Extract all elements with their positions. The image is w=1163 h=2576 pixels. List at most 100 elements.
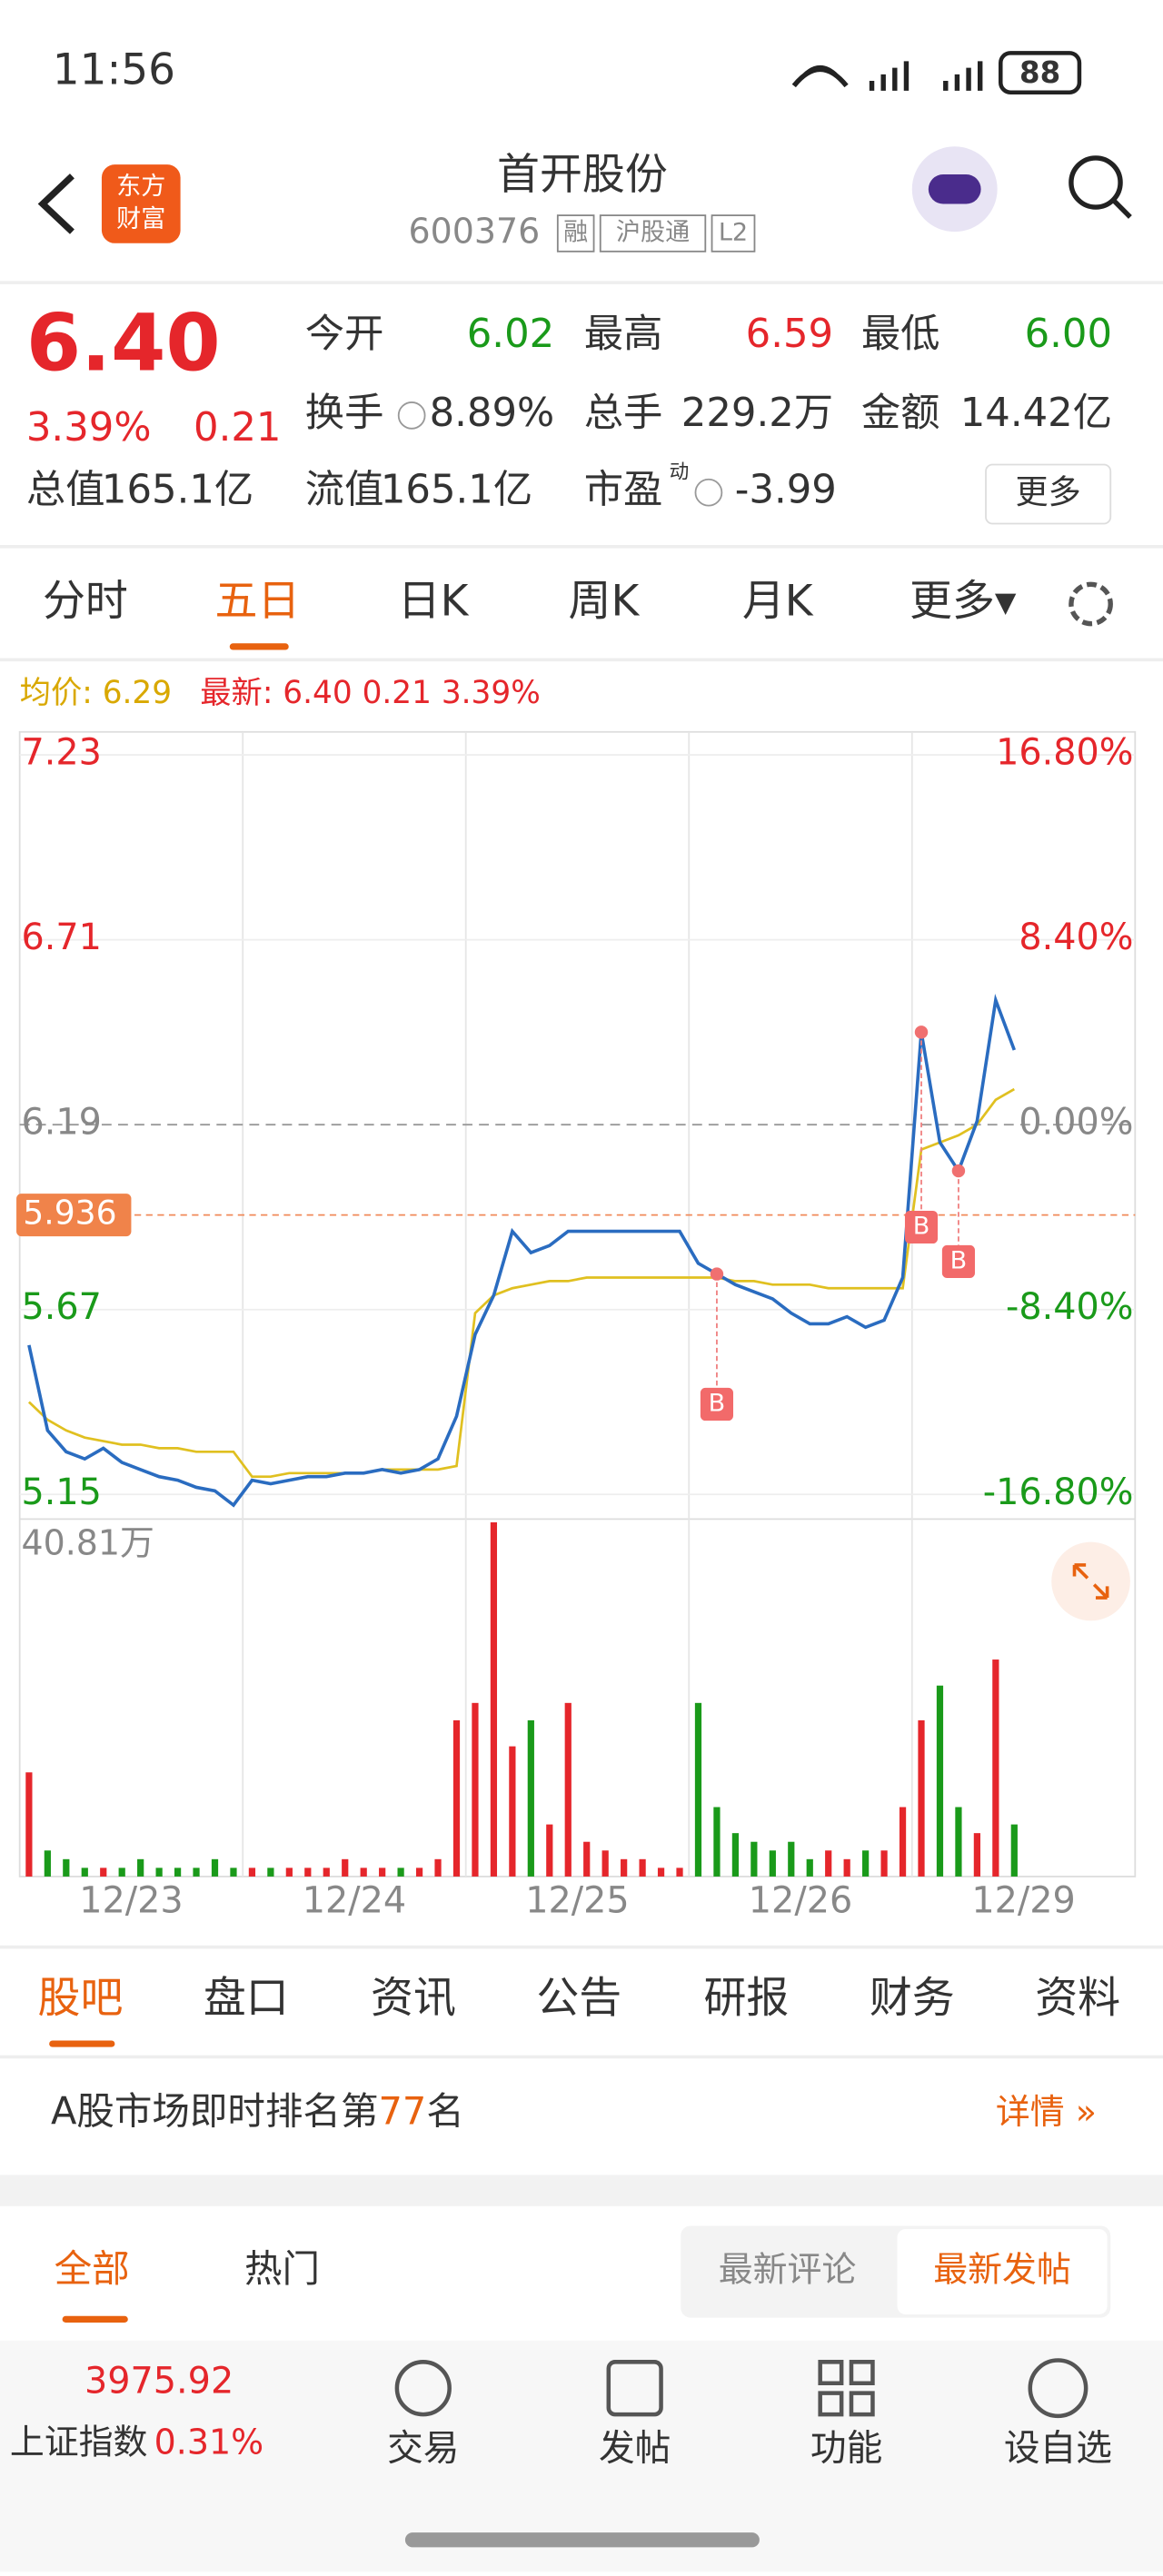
tab-underline xyxy=(229,643,289,650)
marker-badge xyxy=(700,1387,733,1422)
sort-post[interactable]: 最新发帖 xyxy=(933,2250,1071,2290)
volume-bar xyxy=(323,1868,330,1877)
x-tick-label: 12/24 xyxy=(303,1879,406,1921)
period-tab[interactable]: 周K xyxy=(569,576,641,626)
volume-bar xyxy=(806,1858,813,1877)
period-tab[interactable]: 五日 xyxy=(215,576,301,626)
marker-badge xyxy=(941,1244,975,1278)
action-label[interactable]: 交易 xyxy=(387,2427,459,2469)
rank-detail[interactable]: 详情 » xyxy=(996,2092,1097,2132)
volume-bar xyxy=(230,1868,237,1877)
content-tab[interactable]: 股吧 xyxy=(38,1974,124,2024)
more-label: 更多 xyxy=(1016,472,1081,511)
period-tab[interactable]: 更多▾ xyxy=(910,576,1017,626)
index-value[interactable]: 3975.92 xyxy=(84,2360,234,2402)
volume-bar xyxy=(992,1660,999,1877)
badge xyxy=(599,214,707,253)
rank-suffix: 名 xyxy=(426,2089,464,2134)
status-time: 11:56 xyxy=(53,45,175,95)
more-button[interactable] xyxy=(985,463,1112,525)
filter-hot[interactable]: 热门 xyxy=(244,2246,320,2291)
volume-bar xyxy=(731,1833,740,1877)
period-tab[interactable]: 日K xyxy=(398,576,470,626)
volume-bar xyxy=(825,1850,832,1877)
volume-bar xyxy=(490,1521,498,1877)
logo[interactable] xyxy=(101,164,181,243)
legend-last: 最新: 6.40 0.21 3.39% xyxy=(200,675,541,711)
volume-bar xyxy=(676,1868,683,1877)
action-label[interactable]: 设自选 xyxy=(1004,2427,1112,2469)
sort-comment[interactable]: 最新评论 xyxy=(719,2250,857,2290)
y2-tick-label: 16.80% xyxy=(996,732,1133,774)
volume-bar xyxy=(601,1850,609,1877)
volume-bar xyxy=(415,1868,423,1877)
x-tick-label: 12/26 xyxy=(749,1879,852,1921)
volume-bar xyxy=(63,1858,70,1877)
field-value: 6.02 xyxy=(467,312,554,357)
back-button[interactable] xyxy=(37,173,75,234)
volume-bar xyxy=(583,1841,591,1877)
legend-avg: 均价: 6.29 xyxy=(20,675,172,711)
volume-bar xyxy=(137,1858,144,1877)
expand-button[interactable] xyxy=(1051,1541,1130,1621)
volume-bar xyxy=(564,1702,572,1877)
divider xyxy=(0,544,1163,549)
divider xyxy=(0,281,1163,284)
content-tab[interactable]: 研报 xyxy=(704,1974,790,2024)
post-icon xyxy=(606,2360,663,2417)
volume-bar xyxy=(434,1858,442,1877)
field-label: 流值 xyxy=(305,468,384,513)
wifi-icon xyxy=(791,64,849,88)
search-button[interactable] xyxy=(1069,155,1123,210)
logo-text: 财富 xyxy=(116,205,165,233)
content-tab[interactable]: 公告 xyxy=(536,1974,621,2024)
battery xyxy=(999,51,1082,94)
action-label[interactable]: 发帖 xyxy=(599,2427,671,2469)
divider xyxy=(0,1945,1163,1949)
volume-bar xyxy=(918,1719,925,1877)
period-tab[interactable]: 月K xyxy=(742,576,814,626)
divider xyxy=(0,2055,1163,2059)
field-label: 总值 xyxy=(26,468,105,513)
volume-bar xyxy=(174,1868,182,1877)
change: 0.21 xyxy=(194,405,281,451)
volume-bar xyxy=(769,1850,776,1877)
logo-text: 东方 xyxy=(116,173,165,201)
period-tab[interactable]: 分时 xyxy=(43,576,128,626)
content-tab[interactable]: 资讯 xyxy=(371,1974,456,2024)
volume-bar xyxy=(899,1807,907,1877)
trade-icon xyxy=(394,2360,452,2417)
volume-bar xyxy=(639,1858,646,1877)
volume-bar xyxy=(342,1858,349,1877)
content-tab[interactable]: 盘口 xyxy=(204,1974,289,2024)
chart-frame xyxy=(18,730,1137,1878)
volume-bar xyxy=(694,1702,702,1877)
volume-bar xyxy=(621,1858,628,1877)
field-label: 最高 xyxy=(584,312,663,357)
content-tab[interactable]: 财务 xyxy=(870,1974,955,2024)
settings-button[interactable] xyxy=(1069,581,1113,627)
volume-bar xyxy=(81,1868,88,1877)
expand-icon xyxy=(1072,1563,1109,1600)
volume-bar xyxy=(750,1841,758,1877)
field-label: 最低 xyxy=(861,312,940,357)
badge-text: 沪股通 xyxy=(616,218,690,246)
stock-title: 首开股份 xyxy=(497,150,668,200)
volume-bar xyxy=(118,1868,125,1877)
filter-all[interactable]: 全部 xyxy=(55,2246,130,2291)
volume-bar xyxy=(25,1772,33,1877)
field-label: 总手 xyxy=(584,391,663,436)
action-label[interactable]: 功能 xyxy=(810,2427,882,2469)
reference-label: 5.936 xyxy=(23,1194,116,1233)
rank-prefix: A股市场即时排名第 xyxy=(51,2089,379,2134)
volume-bar xyxy=(546,1824,553,1877)
field-label: 金额 xyxy=(861,391,940,436)
x-tick-label: 12/25 xyxy=(525,1879,629,1921)
field-label: 今开 xyxy=(305,312,384,357)
volume-bar xyxy=(397,1868,404,1877)
volume-bar xyxy=(880,1850,888,1877)
content-tab[interactable]: 资料 xyxy=(1035,1974,1120,2024)
field-value: 8.89% xyxy=(430,391,555,436)
y2-tick-label: 8.40% xyxy=(1019,916,1133,958)
marker-label: B xyxy=(709,1389,726,1417)
